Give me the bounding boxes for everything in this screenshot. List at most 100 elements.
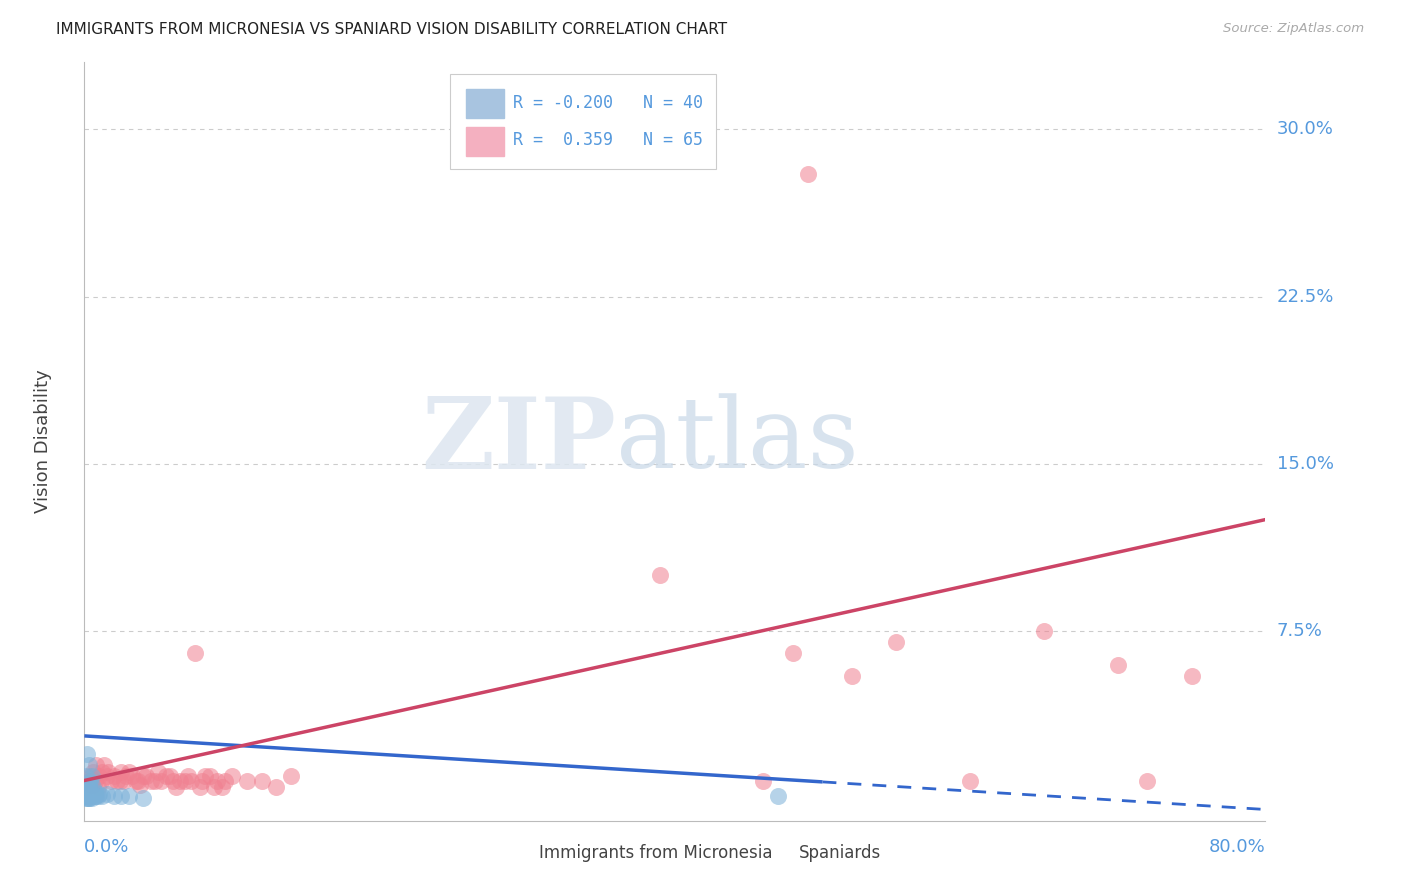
- Point: [91, 764, 114, 779]
- Point: [180, 773, 202, 788]
- Point: [80, 787, 103, 801]
- Point: [165, 780, 187, 795]
- Point: [93, 758, 115, 772]
- Point: [173, 773, 195, 788]
- Point: [82, 787, 104, 801]
- Point: [1107, 657, 1129, 672]
- FancyBboxPatch shape: [763, 844, 793, 863]
- Point: [143, 773, 166, 788]
- Point: [1033, 624, 1056, 639]
- Point: [83, 773, 105, 788]
- Text: Spaniards: Spaniards: [799, 844, 882, 863]
- Text: atlas: atlas: [616, 393, 859, 490]
- Point: [76, 780, 98, 795]
- Point: [76, 785, 98, 799]
- Text: 22.5%: 22.5%: [1277, 287, 1334, 306]
- Point: [83, 785, 105, 799]
- Point: [77, 780, 100, 795]
- Point: [202, 780, 225, 795]
- Point: [132, 791, 155, 805]
- FancyBboxPatch shape: [465, 127, 503, 156]
- Point: [127, 773, 149, 788]
- Point: [83, 789, 105, 804]
- Point: [87, 769, 111, 783]
- Point: [155, 769, 177, 783]
- Text: Source: ZipAtlas.com: Source: ZipAtlas.com: [1223, 22, 1364, 36]
- Point: [114, 769, 136, 783]
- Text: R = -0.200   N = 40: R = -0.200 N = 40: [513, 94, 703, 112]
- Point: [266, 780, 288, 795]
- Point: [886, 635, 908, 649]
- Point: [169, 773, 191, 788]
- Point: [105, 773, 128, 788]
- Point: [207, 773, 229, 788]
- Point: [125, 773, 148, 788]
- Point: [162, 773, 184, 788]
- Point: [75, 785, 97, 799]
- Point: [797, 167, 820, 181]
- Text: 0.0%: 0.0%: [84, 838, 129, 856]
- Point: [96, 769, 118, 783]
- Point: [100, 773, 122, 788]
- Point: [91, 789, 114, 804]
- Point: [280, 769, 302, 783]
- Point: [82, 780, 104, 795]
- Point: [82, 764, 104, 779]
- Point: [782, 646, 804, 660]
- Point: [198, 769, 221, 783]
- Point: [96, 787, 118, 801]
- Point: [86, 789, 108, 804]
- Point: [76, 747, 98, 761]
- Point: [75, 769, 97, 783]
- FancyBboxPatch shape: [503, 844, 533, 863]
- Point: [112, 773, 135, 788]
- Text: 7.5%: 7.5%: [1277, 622, 1323, 640]
- Point: [135, 769, 157, 783]
- Point: [110, 764, 132, 779]
- Point: [82, 787, 104, 801]
- Point: [650, 568, 672, 582]
- Point: [84, 758, 107, 772]
- Point: [76, 787, 98, 801]
- Point: [76, 791, 98, 805]
- Point: [132, 769, 155, 783]
- Point: [118, 789, 141, 804]
- Text: IMMIGRANTS FROM MICRONESIA VS SPANIARD VISION DISABILITY CORRELATION CHART: IMMIGRANTS FROM MICRONESIA VS SPANIARD V…: [56, 22, 727, 37]
- Point: [768, 789, 790, 804]
- Point: [841, 669, 863, 683]
- Point: [76, 780, 98, 795]
- Point: [250, 773, 273, 788]
- Point: [110, 789, 132, 804]
- FancyBboxPatch shape: [465, 89, 503, 118]
- Point: [77, 776, 100, 790]
- Point: [80, 769, 103, 783]
- Point: [77, 758, 100, 772]
- Point: [103, 769, 125, 783]
- Point: [1181, 669, 1204, 683]
- Point: [77, 791, 100, 805]
- Point: [211, 780, 233, 795]
- Point: [79, 789, 101, 804]
- Point: [236, 773, 259, 788]
- Point: [75, 789, 97, 804]
- Point: [188, 780, 211, 795]
- Point: [1136, 773, 1159, 788]
- Point: [177, 769, 200, 783]
- Point: [84, 789, 107, 804]
- Text: Vision Disability: Vision Disability: [34, 369, 52, 514]
- Point: [80, 791, 103, 805]
- Point: [79, 769, 101, 783]
- Point: [959, 773, 981, 788]
- Point: [77, 791, 100, 805]
- Point: [86, 780, 108, 795]
- Point: [79, 785, 101, 799]
- Point: [139, 773, 162, 788]
- Point: [159, 769, 181, 783]
- Point: [221, 769, 243, 783]
- Point: [184, 646, 207, 660]
- Point: [87, 787, 111, 801]
- Point: [76, 789, 98, 804]
- Point: [214, 773, 236, 788]
- Point: [191, 773, 214, 788]
- Point: [194, 769, 217, 783]
